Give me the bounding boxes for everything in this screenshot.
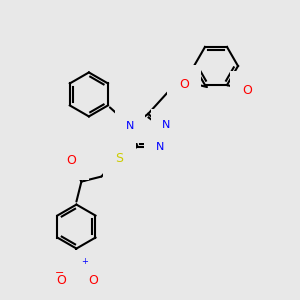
Text: N: N [162, 120, 170, 130]
Text: O: O [242, 84, 252, 97]
Text: N: N [72, 262, 81, 275]
Text: N: N [126, 122, 134, 131]
Text: O: O [67, 154, 76, 167]
Text: O: O [88, 274, 98, 287]
Text: S: S [116, 152, 123, 165]
Text: O: O [56, 274, 66, 287]
Text: −: − [54, 268, 64, 278]
Text: N: N [155, 142, 164, 152]
Text: +: + [81, 256, 88, 266]
Text: O: O [179, 77, 189, 91]
